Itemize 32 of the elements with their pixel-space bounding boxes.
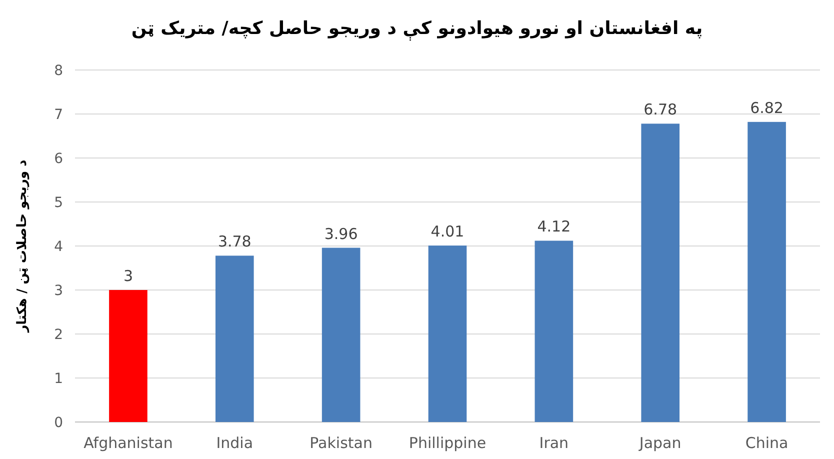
x-tick-label: Japan (638, 434, 682, 452)
bar (641, 124, 680, 422)
data-label: 4.01 (430, 222, 464, 241)
y-tick-label: 3 (54, 283, 63, 299)
x-tick-label: Iran (539, 434, 569, 452)
chart-title: په افغانستان او نورو هیوادونو کې د وریجو حاصل کچه/ متریک ټن (131, 18, 703, 41)
bar (109, 290, 148, 422)
bar (322, 248, 360, 422)
data-label: 4.12 (537, 218, 571, 236)
y-tick-label: 5 (54, 195, 63, 211)
bar (534, 240, 574, 422)
y-tick-label: 0 (54, 415, 63, 431)
y-tick-label: 8 (54, 63, 63, 79)
y-tick-label: 4 (54, 239, 64, 255)
x-tick-label: China (745, 434, 788, 452)
y-tick-label: 2 (54, 327, 63, 343)
bar (748, 122, 786, 422)
bar (428, 246, 467, 422)
y-axis-title: د وریجو حاصلات ټن / هکتار (15, 159, 30, 334)
y-tick-label: 7 (54, 107, 63, 123)
data-label: 6.78 (644, 100, 678, 119)
y-tick-label: 6 (54, 151, 64, 167)
data-label: 3.78 (218, 232, 252, 251)
y-tick-label: 1 (54, 371, 63, 387)
x-tick-label: Afghanistan (84, 434, 173, 452)
x-tick-label: India (216, 434, 254, 452)
data-label: 3.96 (324, 224, 358, 243)
x-tick-label: Phillippine (408, 434, 486, 452)
data-label: 6.82 (750, 98, 784, 117)
bar (215, 256, 254, 422)
data-label: 3 (123, 267, 133, 285)
x-tick-label: Pakistan (310, 434, 372, 452)
